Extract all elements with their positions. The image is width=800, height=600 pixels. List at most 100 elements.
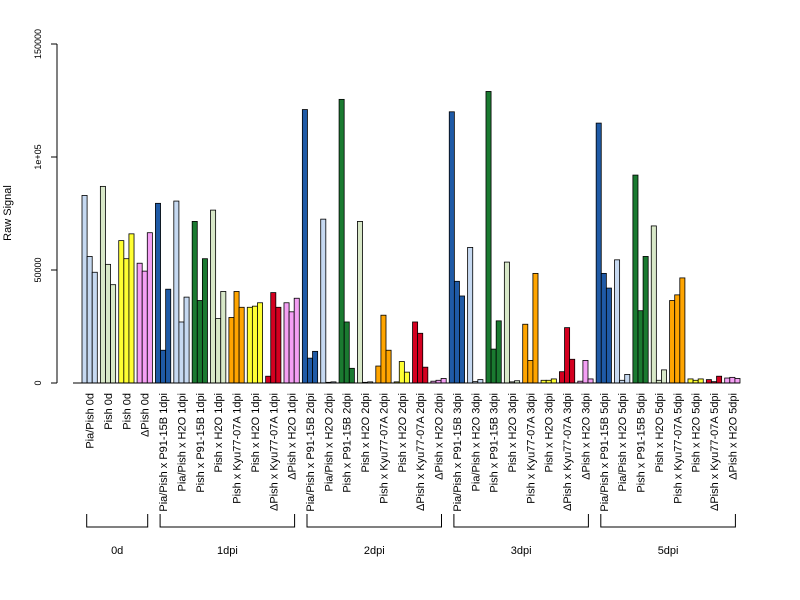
bar-group bbox=[595, 122, 612, 384]
bar-group bbox=[669, 277, 686, 384]
bar-group bbox=[81, 195, 98, 384]
bar bbox=[110, 284, 117, 384]
x-axis: Pia/Pish 0d Pish 0d Pish 0d ΔPish 0d Pia/Pis… bbox=[73, 382, 740, 512]
bar bbox=[669, 300, 676, 384]
bar bbox=[632, 174, 639, 384]
y-tick-label: 150000 bbox=[33, 29, 43, 59]
bar bbox=[238, 306, 245, 384]
bar-group bbox=[650, 225, 667, 384]
bar bbox=[123, 258, 130, 384]
bar-group bbox=[357, 221, 374, 384]
bar bbox=[380, 314, 387, 384]
bar-group bbox=[705, 375, 723, 384]
bar-group bbox=[99, 185, 117, 384]
bar bbox=[312, 350, 319, 384]
bar bbox=[307, 357, 313, 384]
bar-group bbox=[118, 233, 135, 384]
x-tick-label: Pish x Kyu77-07A 1dpi bbox=[232, 393, 244, 504]
bar bbox=[160, 349, 167, 384]
bar-group bbox=[393, 361, 410, 384]
x-tick-label: ΔPish x H2O 3dpi bbox=[580, 393, 592, 480]
bar bbox=[99, 185, 106, 384]
group-label: 3dpi bbox=[511, 545, 532, 557]
bar bbox=[201, 258, 208, 384]
bar bbox=[522, 323, 529, 384]
bar bbox=[215, 318, 222, 384]
bar bbox=[448, 111, 455, 384]
bar bbox=[293, 297, 300, 384]
y-tick-label: 0 bbox=[33, 380, 43, 385]
bar bbox=[183, 296, 190, 384]
x-tick-label: Pish x H2O 5dpi bbox=[691, 393, 703, 472]
bar bbox=[136, 262, 143, 384]
bar bbox=[246, 306, 253, 384]
bar-group bbox=[228, 291, 245, 384]
group-bracket bbox=[453, 514, 589, 528]
bar-group bbox=[283, 297, 300, 384]
bar bbox=[569, 358, 576, 384]
x-tick-label: Pish x Kyu77-07A 2dpi bbox=[379, 393, 391, 504]
x-tick-label: Pish x Kyu77-07A 3dpi bbox=[525, 393, 537, 504]
bar bbox=[485, 91, 492, 384]
bar-group bbox=[724, 376, 741, 384]
bar bbox=[220, 291, 227, 384]
bar bbox=[467, 246, 474, 384]
bar-group bbox=[210, 209, 227, 384]
bar-group bbox=[485, 91, 502, 384]
bar bbox=[705, 379, 712, 384]
bar bbox=[564, 327, 571, 384]
group-bracket bbox=[306, 514, 442, 528]
x-tick-label: ΔPish x H2O 5dpi bbox=[727, 393, 739, 480]
bar-group bbox=[301, 109, 319, 384]
x-tick-label: Pia/Pish x H2O 5dpi bbox=[617, 393, 629, 491]
x-tick-label: Pish x H2O 1dpi bbox=[250, 393, 262, 472]
bar bbox=[642, 256, 649, 384]
bar bbox=[661, 369, 667, 384]
group-bracket bbox=[86, 514, 149, 528]
bar bbox=[178, 321, 185, 384]
bar bbox=[141, 270, 148, 384]
x-tick-label: ΔPish x Kyu77-07A 3dpi bbox=[562, 393, 574, 511]
bar bbox=[301, 109, 308, 384]
bar bbox=[503, 261, 510, 384]
bar bbox=[155, 202, 161, 384]
bar bbox=[251, 305, 258, 384]
bar bbox=[343, 321, 350, 384]
bar bbox=[165, 288, 172, 384]
bar-group bbox=[559, 327, 576, 384]
bar bbox=[196, 300, 203, 384]
bar bbox=[320, 218, 327, 384]
x-tick-label: Pish x Kyu77-07A 5dpi bbox=[672, 393, 684, 504]
group-bracket bbox=[159, 514, 296, 528]
bar bbox=[105, 263, 111, 384]
bar bbox=[275, 306, 282, 384]
bar bbox=[532, 272, 539, 384]
bar-group bbox=[614, 259, 631, 384]
bars bbox=[81, 91, 741, 384]
bar bbox=[357, 221, 363, 384]
x-tick-label: ΔPish x Kyu77-07A 5dpi bbox=[709, 393, 721, 511]
x-tick-label: ΔPish x Kyu77-07A 2dpi bbox=[415, 393, 427, 511]
bar bbox=[422, 366, 429, 384]
bar bbox=[559, 371, 565, 384]
bar bbox=[550, 378, 557, 384]
group-label: 5dpi bbox=[658, 545, 679, 557]
bar bbox=[348, 367, 355, 384]
bar bbox=[146, 232, 153, 384]
bar bbox=[440, 378, 447, 384]
bar bbox=[191, 221, 198, 384]
bar-group bbox=[136, 232, 153, 384]
bar bbox=[385, 349, 392, 384]
x-tick-label: Pish 0d bbox=[121, 393, 133, 430]
bar bbox=[674, 294, 681, 384]
x-tick-label: Pia/Pish x H2O 2dpi bbox=[323, 393, 335, 491]
bar-group bbox=[467, 246, 484, 384]
x-tick-label: Pia/Pish 0d bbox=[85, 393, 97, 449]
x-tick-label: Pish x H2O 2dpi bbox=[397, 393, 409, 472]
x-tick-label: Pia/Pish x P91-15B 5dpi bbox=[599, 393, 611, 512]
bar-group bbox=[577, 359, 594, 384]
bar bbox=[459, 295, 465, 384]
x-tick-label: Pia/Pish x P91-15B 3dpi bbox=[452, 393, 464, 512]
bar bbox=[490, 348, 497, 384]
